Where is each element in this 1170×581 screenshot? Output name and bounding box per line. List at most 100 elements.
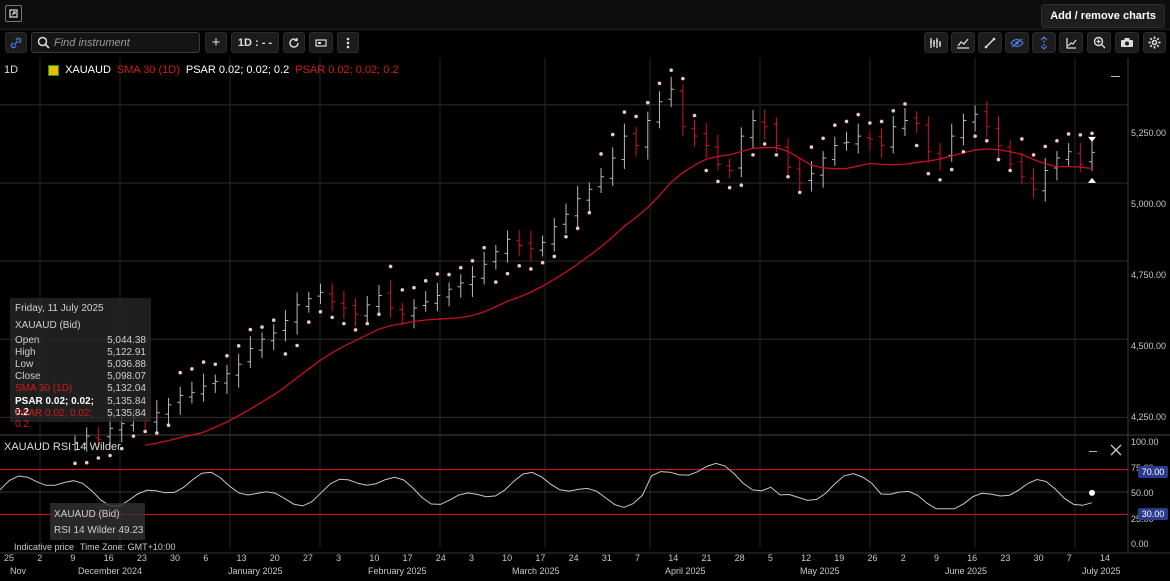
psar-dot [622,110,627,114]
tooltip-label: PSAR 0.02; 0.02; 0.2 [15,396,94,418]
minimize-pane-icon[interactable] [1111,76,1120,77]
month-label: May 2025 [800,566,840,576]
instrument-flag-icon [48,64,60,76]
camera-icon[interactable] [1115,32,1139,53]
tooltip-value: 5,098.07 [107,371,146,382]
psar-dot [318,309,323,314]
link-icon[interactable] [5,32,27,53]
psar-dot [1066,132,1071,136]
psar-dot [868,121,872,125]
more-options-icon[interactable] [337,32,359,53]
psar-dot [435,272,440,276]
date-tick: 2 [37,553,43,563]
psar-dot [727,185,732,190]
date-tick: 19 [834,553,845,563]
draw-line-icon[interactable] [978,32,1002,53]
psar-dot [821,136,825,141]
psar-dot [143,429,147,434]
search-input[interactable] [54,33,194,52]
date-tick: 26 [867,553,878,563]
psar-dot [809,145,814,149]
psar-dot [388,264,393,269]
psar-dot [377,312,381,317]
psar-dot [681,76,685,81]
eye-icon[interactable] [1005,32,1029,53]
rsi-minimize-icon[interactable] [1089,451,1097,452]
price-chart[interactable] [0,58,1170,581]
rsi-lower-badge: 30.00 [1138,508,1168,520]
psar-dot [949,167,954,172]
date-tick: 23 [136,553,147,563]
chart-type-icon[interactable] [309,32,333,53]
add-remove-charts-button[interactable]: Add / remove charts [1041,4,1165,28]
psar-dot [517,264,522,268]
rsi-close-icon[interactable] [1110,444,1122,456]
settings-gear-icon[interactable] [1143,32,1166,53]
psar-dot [458,265,463,270]
psar-dot [575,226,580,231]
psar-dot [342,321,346,326]
psar-dot [108,453,112,458]
indicators-icon[interactable] [924,32,948,53]
psar-dot [96,456,101,460]
date-tick: 28 [734,553,745,563]
rsi-tick: 100.00 [1131,437,1159,447]
psar-dot [856,112,861,117]
area-chart-icon[interactable] [951,32,975,53]
psar-dot [879,119,884,124]
date-tick: 9 [70,553,76,563]
interval-select[interactable]: 1D : - - [231,32,279,53]
date-tick: 25 [4,553,15,563]
psar-dot [423,279,428,283]
find-instrument-search[interactable] [31,32,200,53]
tooltip-value: 5,044.38 [107,335,146,346]
refresh-icon[interactable] [283,32,305,53]
psar-dot [1020,137,1024,141]
psar-dot [505,271,510,276]
rsi-tick: 50.00 [1131,488,1154,498]
tooltip-value: 5,135.84 [107,396,146,407]
psar-dot [844,119,849,124]
psar-dot [540,260,545,265]
legend-sma[interactable]: SMA 30 (1D) [116,64,180,76]
tooltip-row-sma: SMA 30 (1D) 5,132.04 [15,383,146,394]
date-tick: 7 [1066,553,1072,563]
psar-dot [482,245,486,250]
legend-symbol[interactable]: XAUAUD [65,64,111,76]
psar-dot [552,254,557,259]
psar-dot [774,153,779,157]
date-tick: 31 [601,553,612,563]
tooltip-value: 5,135.84 [107,408,146,419]
timezone-label: Time Zone: GMT+10:00 [80,542,176,552]
psar-dot [1008,168,1012,173]
psar-dot [903,102,907,106]
tooltip-date: Friday, 11 July 2025 [15,303,104,314]
expand-icon[interactable] [5,5,22,22]
date-tick: 2 [900,553,906,563]
psar-dot [353,328,358,332]
axis-icon[interactable] [1059,32,1083,53]
legend-psar-white[interactable]: PSAR 0.02; 0.02; 0.2 [185,64,290,76]
tooltip-instrument: XAUAUD (Bid) [15,320,81,331]
add-icon[interactable]: + [205,32,227,53]
chart-legend: 1D XAUAUD SMA 30 (1D) PSAR 0.02; 0.02; 0… [4,64,399,76]
psar-dot [1055,139,1059,143]
month-label: Nov [10,566,27,576]
price-tick: 5,000.00 [1131,199,1167,209]
legend-psar-red[interactable]: PSAR 0.02; 0.02; 0.2 [295,64,399,76]
psar-dot [400,288,405,292]
tooltip-label: Low [15,359,34,370]
rsi-upper-badge: 70.00 [1138,466,1168,478]
psar-dot [984,139,989,143]
psar-dot [634,114,638,119]
ohlc-tooltip: Friday, 11 July 2025 XAUAUD (Bid) Open 5,… [10,298,151,430]
vertical-cursor-icon[interactable] [1032,32,1056,53]
zoom-icon[interactable] [1087,32,1111,53]
month-label: March 2025 [512,566,560,576]
chart-toolbar: + 1D : - - [0,30,1170,57]
date-tick: 9 [933,553,939,563]
date-tick: 16 [103,553,114,563]
psar-dot [762,142,767,146]
date-tick: 27 [302,553,313,563]
tooltip-value: 5,036.88 [107,359,146,370]
